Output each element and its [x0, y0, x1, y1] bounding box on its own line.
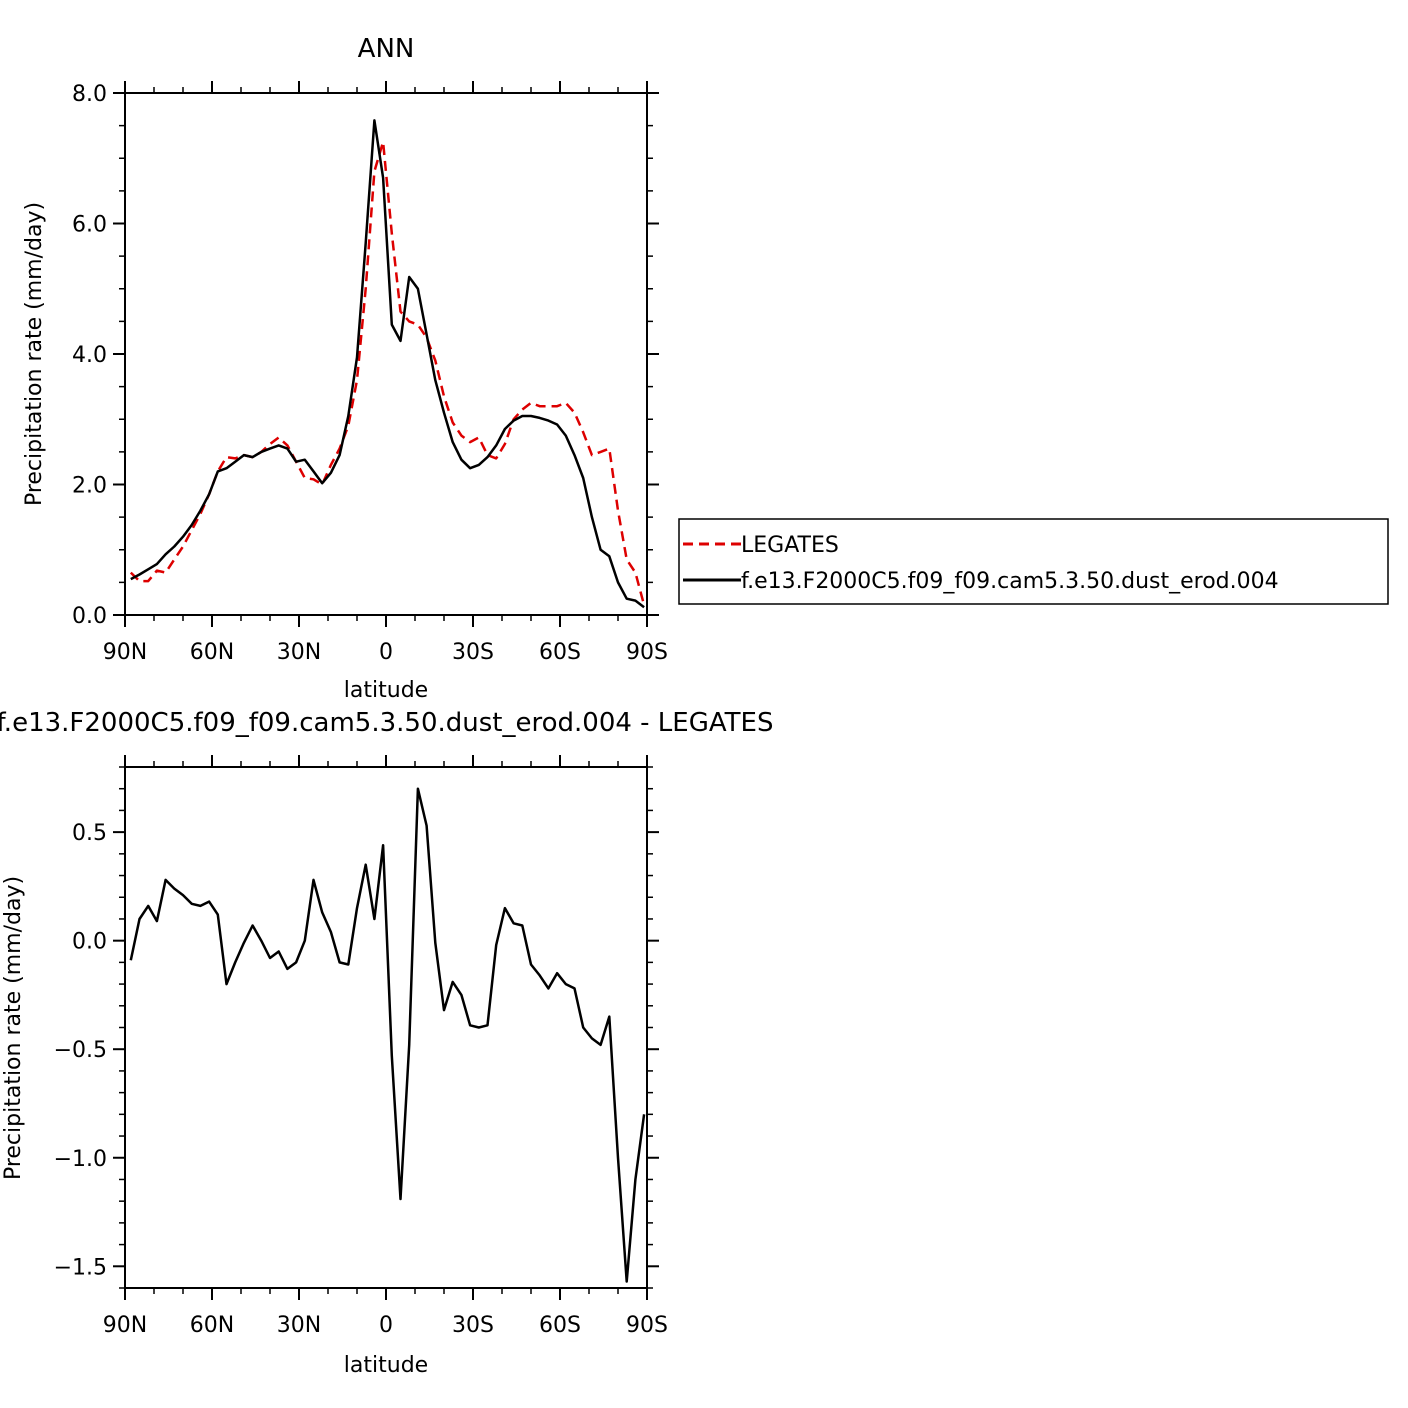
top-panel: ANN 90N 60N 30N 0 30S 60S 90S 0.0 2.0 4.0 6.0 8.0 l…: [22, 34, 668, 703]
top-x-tick-label: 90S: [626, 640, 668, 665]
bottom-series-line-0: [129, 787, 646, 1283]
top-y-tick-label: 0.0: [72, 604, 107, 629]
bottom-x-tick-label: 0: [379, 1313, 393, 1338]
top-y-axis-label: Precipitation rate (mm/day): [22, 202, 47, 506]
top-series-line-0: [129, 140, 646, 606]
legend-label-legates: LEGATES: [741, 533, 839, 558]
top-x-tick-label: 60S: [539, 640, 581, 665]
bottom-panel: f.e13.F2000C5.f09_f09.cam5.3.50.dust_ero…: [0, 708, 773, 1378]
top-series-line-1: [130, 119, 645, 609]
bottom-plot-frame: [124, 766, 648, 1289]
bottom-x-axis-label: latitude: [344, 1353, 428, 1378]
top-x-tick-label: 60N: [190, 640, 234, 665]
top-y-tick-label: 4.0: [72, 343, 107, 368]
bottom-y-tick-label: 0.0: [72, 930, 107, 955]
top-y-tick-label: 2.0: [72, 474, 107, 499]
bottom-x-tick-label: 90S: [626, 1313, 668, 1338]
legend-box: [678, 518, 1389, 605]
bottom-y-tick-label: −1.0: [54, 1147, 107, 1172]
bottom-x-tick-label: 30N: [277, 1313, 321, 1338]
top-axis-ticks: 90N 60N 30N 0 30S 60S 90S 0.0 2.0 4.0 6.0 8.0: [72, 81, 668, 665]
top-chart-title: ANN: [358, 34, 415, 64]
bottom-x-tick-label: 60S: [539, 1313, 581, 1338]
bottom-y-tick-label: −0.5: [54, 1038, 107, 1063]
bottom-x-tick-label: 60N: [190, 1313, 234, 1338]
top-plot-frame: [124, 92, 648, 616]
top-y-tick-label: 6.0: [72, 213, 107, 238]
bottom-y-tick-label: −1.5: [54, 1255, 107, 1280]
bottom-y-axis-label: Precipitation rate (mm/day): [1, 876, 26, 1180]
top-x-tick-label: 30N: [277, 640, 321, 665]
top-series-lines: [129, 119, 646, 609]
legend: LEGATES f.e13.F2000C5.f09_f09.cam5.3.50.…: [678, 518, 1389, 605]
bottom-chart-title: f.e13.F2000C5.f09_f09.cam5.3.50.dust_ero…: [0, 708, 773, 738]
bottom-x-tick-label: 30S: [452, 1313, 494, 1338]
bottom-y-tick-label: 0.5: [72, 821, 107, 846]
top-x-tick-label: 90N: [103, 640, 147, 665]
bottom-axis-ticks: 90N 60N 30N 0 30S 60S 90S 0.5 0.0 −0.5 −1.0 −1.5: [54, 755, 668, 1338]
top-x-tick-label: 30S: [452, 640, 494, 665]
bottom-x-tick-label: 90N: [103, 1313, 147, 1338]
legend-label-model: f.e13.F2000C5.f09_f09.cam5.3.50.dust_ero…: [741, 569, 1279, 594]
top-x-tick-label: 0: [379, 640, 393, 665]
top-x-axis-label: latitude: [344, 678, 428, 703]
top-y-tick-label: 8.0: [72, 82, 107, 107]
bottom-series-lines: [129, 787, 646, 1283]
